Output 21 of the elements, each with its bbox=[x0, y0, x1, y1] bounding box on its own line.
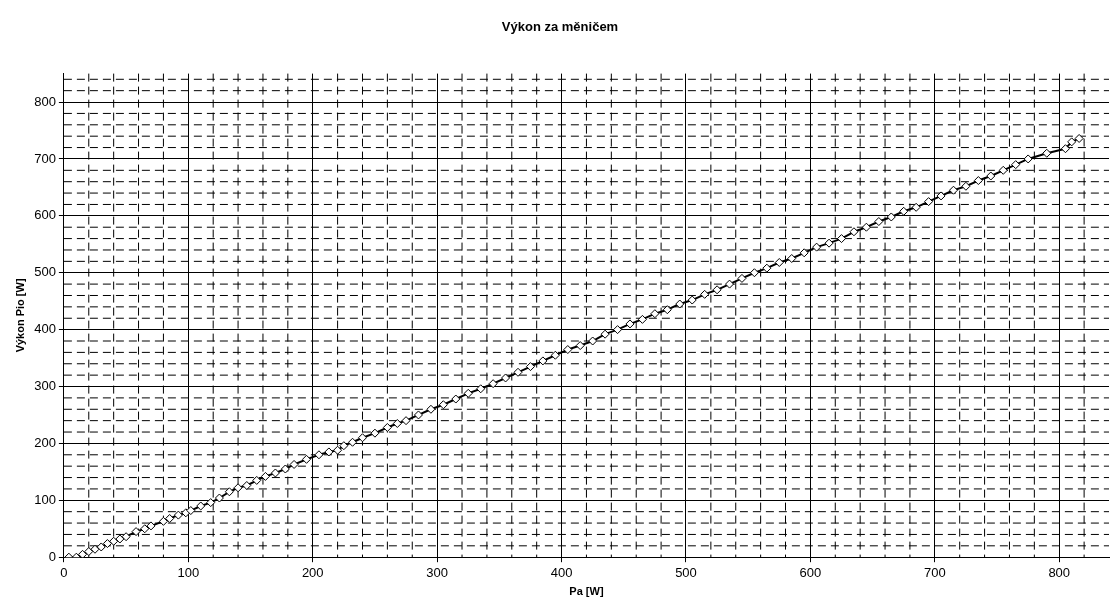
x-tick-label: 700 bbox=[923, 564, 946, 580]
y-tick-label: 0 bbox=[48, 548, 56, 564]
y-axis-title: Výkon Pio [W] bbox=[13, 278, 26, 353]
x-tick-label: 800 bbox=[1048, 564, 1071, 580]
y-tick-label: 800 bbox=[34, 93, 56, 109]
x-axis-title: Pa [W] bbox=[569, 585, 604, 598]
y-tick-label: 100 bbox=[34, 491, 56, 507]
x-tick-label: 500 bbox=[675, 564, 697, 580]
y-tick-label: 600 bbox=[34, 207, 56, 223]
x-tick-label: 300 bbox=[426, 564, 448, 580]
y-tick-label: 700 bbox=[34, 150, 56, 166]
chart-title: Výkon za měničem bbox=[501, 19, 619, 35]
x-tick-label: 400 bbox=[550, 564, 573, 580]
x-tick-label: 200 bbox=[301, 564, 324, 580]
y-tick-label: 500 bbox=[34, 264, 56, 280]
x-tick-label: 600 bbox=[799, 564, 822, 580]
x-tick-label: 100 bbox=[177, 564, 200, 580]
x-tick-label: 0 bbox=[60, 564, 68, 580]
y-tick-label: 200 bbox=[34, 434, 56, 450]
y-tick-label: 300 bbox=[34, 378, 56, 394]
y-tick-label: 400 bbox=[34, 321, 56, 337]
